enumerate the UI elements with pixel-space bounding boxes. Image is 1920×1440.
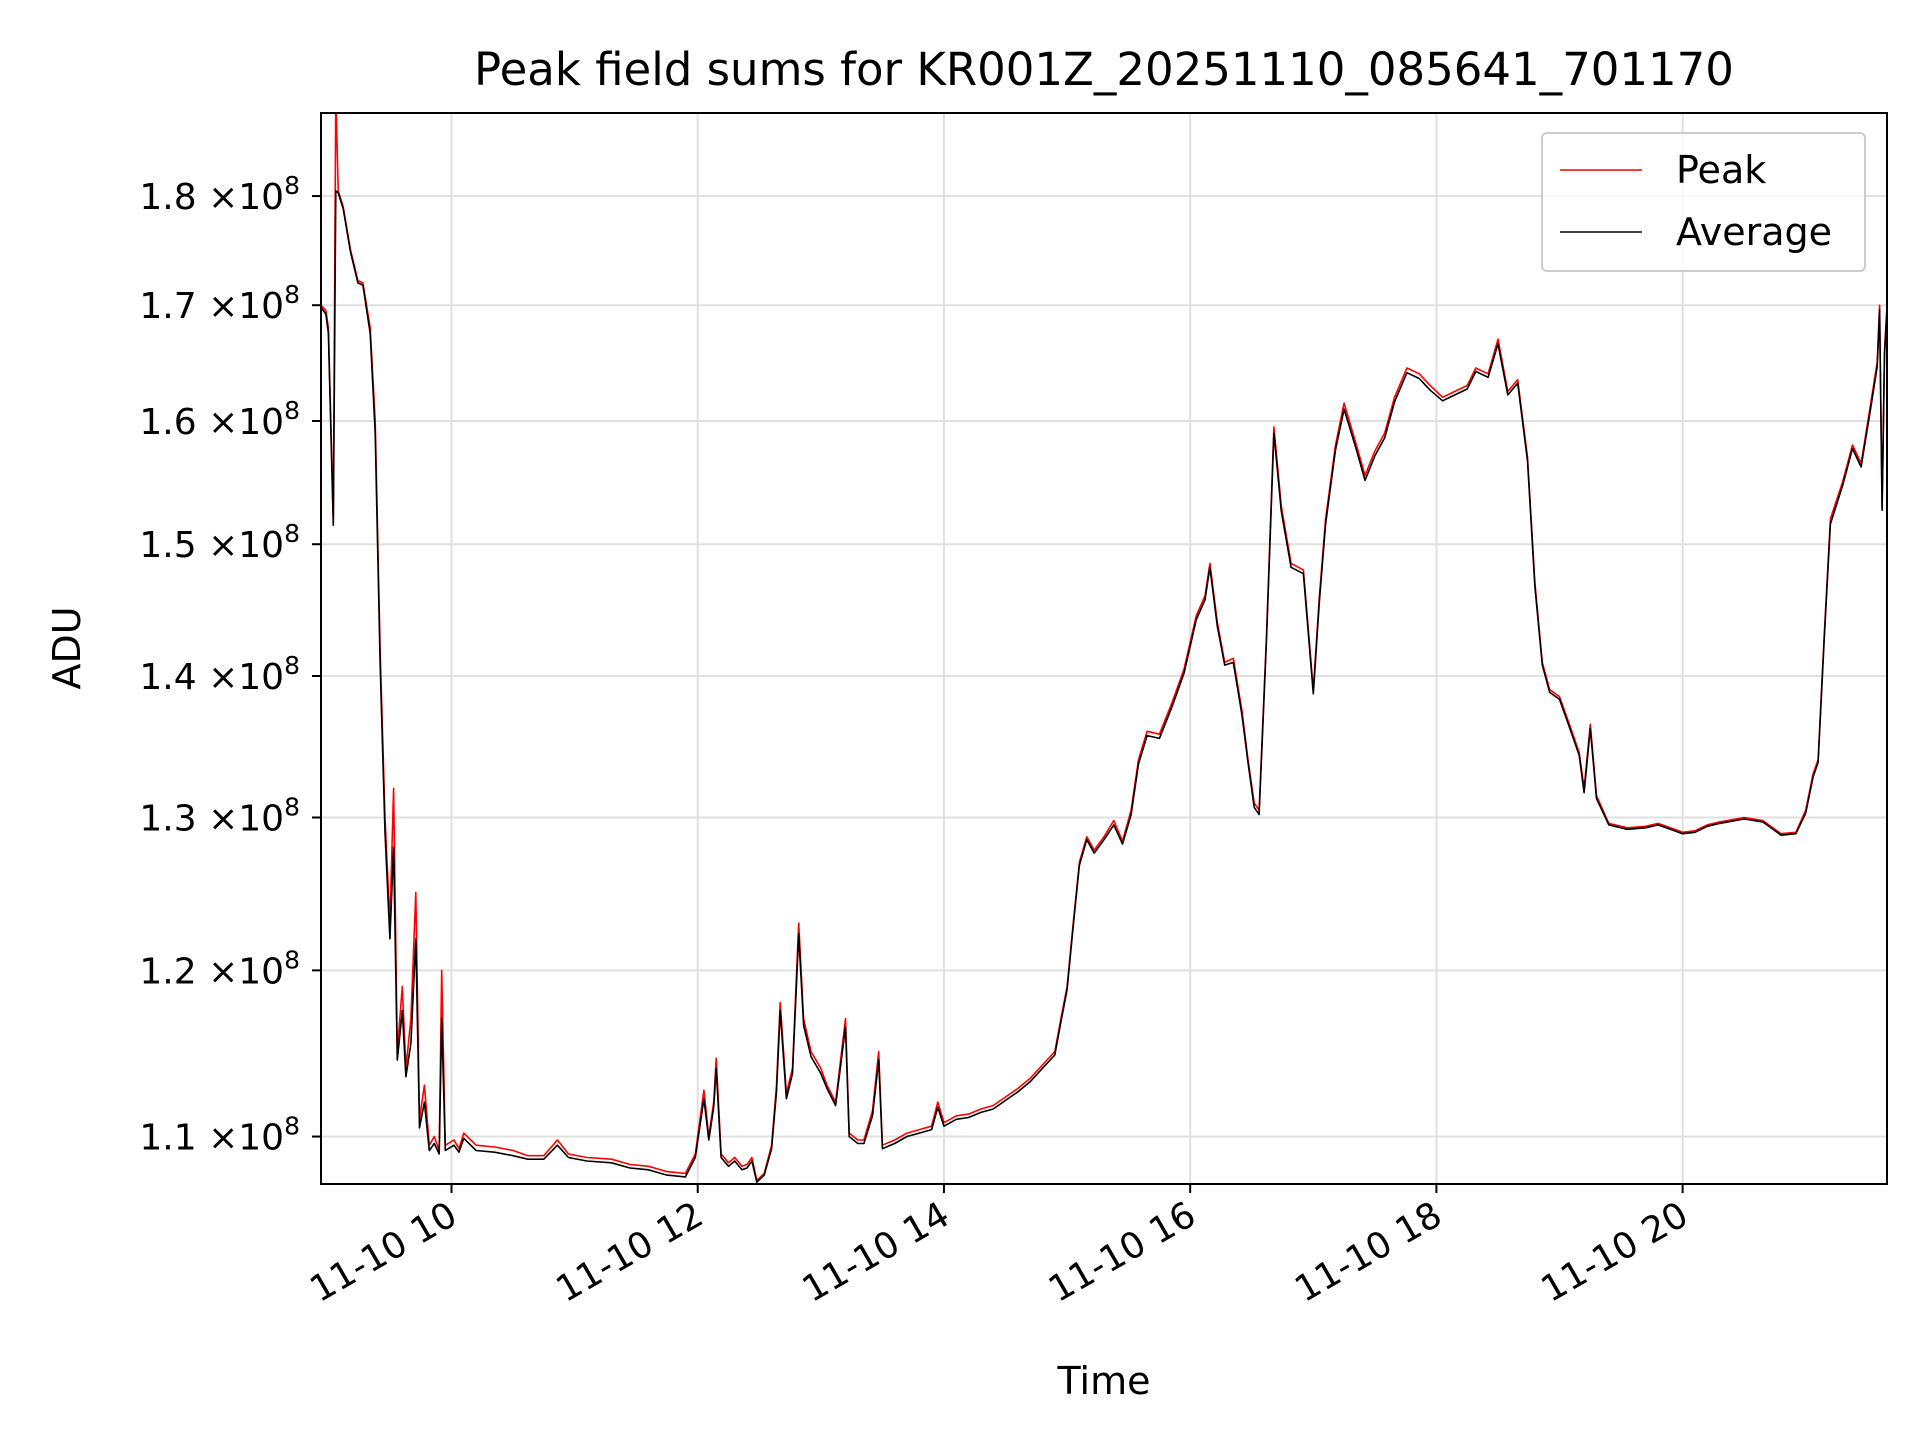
y-tick-exponent: 8 [284, 651, 300, 680]
y-tick-label: 1.1 ×108 [139, 1112, 300, 1159]
y-tick-base: ×10 [208, 951, 284, 992]
series-line-average [321, 189, 1887, 1183]
y-tick-label: 1.3 ×108 [139, 793, 300, 840]
y-tick-exponent: 8 [284, 945, 300, 974]
y-tick-base: ×10 [208, 286, 284, 327]
chart-title: Peak field sums for KR001Z_20251110_0856… [474, 43, 1734, 96]
y-tick-label: 1.7 ×108 [139, 280, 300, 327]
y-tick-base: ×10 [208, 525, 284, 566]
y-tick-base: ×10 [208, 657, 284, 698]
legend-average-label: Average [1676, 210, 1832, 254]
legend: Peak Average [1541, 132, 1866, 272]
plot-frame [320, 112, 1888, 1185]
y-tick-mantissa: 1.3 [139, 799, 208, 840]
y-tick-exponent: 8 [284, 1112, 300, 1141]
y-tick-exponent: 8 [284, 171, 300, 200]
y-tick-base: ×10 [208, 1118, 284, 1159]
y-tick-label: 1.5 ×108 [139, 519, 300, 566]
y-tick-mantissa: 1.6 [139, 402, 208, 443]
y-tick-base: ×10 [208, 799, 284, 840]
y-tick-mantissa: 1.5 [139, 525, 208, 566]
y-tick-mantissa: 1.2 [139, 951, 208, 992]
y-tick-exponent: 8 [284, 396, 300, 425]
y-axis-label: ADU [45, 606, 89, 689]
y-tick-label: 1.2 ×108 [139, 945, 300, 992]
x-axis-label: Time [1057, 1359, 1151, 1403]
series-lines [321, 113, 1887, 1183]
y-tick-label: 1.8 ×108 [139, 171, 300, 218]
y-tick-base: ×10 [208, 402, 284, 443]
grid [321, 113, 1887, 1184]
y-tick-label: 1.4 ×108 [139, 651, 300, 698]
y-tick-mantissa: 1.4 [139, 657, 208, 698]
y-tick-mantissa: 1.1 [139, 1118, 208, 1159]
y-tick-base: ×10 [208, 177, 284, 218]
y-tick-mantissa: 1.8 [139, 177, 208, 218]
y-tick-exponent: 8 [284, 519, 300, 548]
y-tick-label: 1.6 ×108 [139, 396, 300, 443]
legend-peak-label: Peak [1676, 148, 1766, 192]
y-tick-exponent: 8 [284, 793, 300, 822]
legend-box [1541, 132, 1866, 272]
y-tick-exponent: 8 [284, 280, 300, 309]
y-tick-mantissa: 1.7 [139, 286, 208, 327]
